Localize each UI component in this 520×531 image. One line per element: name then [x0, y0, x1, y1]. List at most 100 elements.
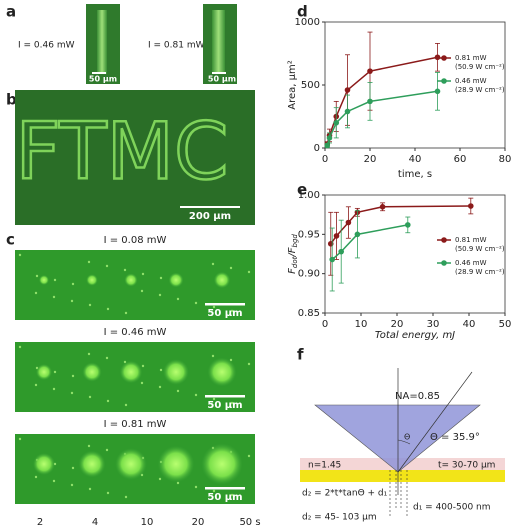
scale-bar: [92, 72, 106, 74]
spot: [39, 275, 49, 285]
y-tick-label: 500: [301, 80, 320, 91]
speck: [158, 477, 162, 481]
panel-letter: d: [297, 3, 308, 21]
legend-label: 0.46 mW: [455, 77, 487, 85]
speck: [124, 403, 128, 407]
marker: [344, 108, 351, 115]
angle-arc: [397, 439, 411, 445]
line-feature: [212, 10, 225, 74]
x-tick-label: 10: [355, 319, 368, 330]
legend-marker: [441, 237, 447, 243]
marker: [333, 120, 340, 126]
spot: [201, 443, 243, 485]
speck: [34, 291, 38, 295]
pattern-text: FTMC: [16, 107, 229, 197]
spot: [157, 445, 195, 483]
speck: [124, 311, 128, 315]
panel-c: c: [6, 231, 15, 249]
speck: [71, 374, 75, 378]
y-axis-label-part: F: [287, 268, 298, 274]
d1-label: d₁ = 400-500 nm: [413, 503, 491, 513]
legend-marker: [441, 260, 447, 266]
series-line: [331, 224, 408, 261]
speck: [158, 385, 162, 389]
marker: [344, 87, 351, 93]
y-tick-label: 0.90: [298, 269, 320, 280]
legend-label: 0.81 mW: [455, 236, 487, 244]
spot: [124, 273, 138, 287]
power-label: I = 0.08 mW: [104, 235, 167, 246]
spot: [33, 453, 55, 475]
speck: [176, 481, 180, 485]
cone-edge: [397, 371, 473, 473]
speck: [140, 289, 144, 293]
x-tick-label: 40: [409, 154, 422, 165]
plot-frame: [324, 21, 506, 149]
panel-f: f NA=0.85 Θ Θ = 35.9° n=1.45 t= 30-70 µm…: [297, 346, 505, 523]
speck: [52, 479, 56, 483]
speck: [194, 393, 198, 397]
panel-letter: a: [6, 3, 16, 21]
spot: [82, 362, 102, 382]
speck: [230, 493, 234, 497]
marker: [333, 233, 340, 239]
legend-sublabel: (28.9 W cm⁻²): [455, 86, 505, 94]
scale-bar: [180, 206, 240, 208]
speck: [70, 299, 74, 303]
marker: [327, 240, 334, 247]
speck: [34, 475, 38, 479]
spot: [168, 272, 184, 288]
speck: [194, 485, 198, 489]
marker: [354, 231, 361, 238]
speck: [230, 401, 234, 405]
angle-symbol: Θ: [404, 433, 410, 442]
objective-cone: [314, 404, 481, 473]
spot: [115, 448, 147, 480]
marker: [434, 88, 441, 95]
marker: [367, 68, 373, 74]
x-tick-label: 80: [499, 154, 512, 165]
spot: [207, 357, 237, 387]
y-tick-label: 1000: [295, 17, 320, 28]
speck: [123, 268, 127, 272]
substrate: [300, 470, 505, 482]
na-label: NA=0.85: [395, 391, 440, 402]
spot: [78, 450, 106, 478]
x-tick-label: 40: [463, 319, 476, 330]
marker: [379, 204, 386, 210]
speck: [212, 397, 216, 401]
scale-label: 200 µm: [189, 211, 231, 222]
speck: [18, 253, 22, 257]
speck: [87, 352, 91, 356]
y-tick-label: 1.00: [298, 190, 320, 201]
power-label: I = 0.46 mW: [18, 41, 75, 51]
marker: [324, 142, 331, 149]
scale-label: 50 µm: [207, 308, 242, 319]
speck: [158, 293, 162, 297]
line-feature: [97, 10, 107, 74]
speck: [105, 356, 109, 360]
legend-sublabel: (28.9 W cm⁻²): [455, 268, 505, 276]
speck: [52, 295, 56, 299]
x-tick-label: 0: [322, 154, 328, 165]
scale-label: 50 µm: [89, 75, 117, 84]
spot: [119, 360, 143, 384]
marker: [338, 248, 345, 255]
panel-letter: c: [6, 231, 15, 249]
column-label: 10: [141, 517, 154, 528]
speck: [124, 495, 128, 499]
speck: [105, 264, 109, 268]
speck: [53, 370, 57, 374]
plot-frame: [324, 194, 506, 314]
speck: [18, 345, 22, 349]
speck: [194, 301, 198, 305]
speck: [141, 364, 145, 368]
legend-sublabel: (50.9 W cm⁻²): [455, 245, 505, 253]
speck: [106, 307, 110, 311]
micrograph: [15, 90, 255, 225]
speck: [211, 262, 215, 266]
scale-bar: [205, 395, 245, 398]
series-line: [326, 56, 438, 145]
scale-label: 50 µm: [207, 400, 242, 411]
